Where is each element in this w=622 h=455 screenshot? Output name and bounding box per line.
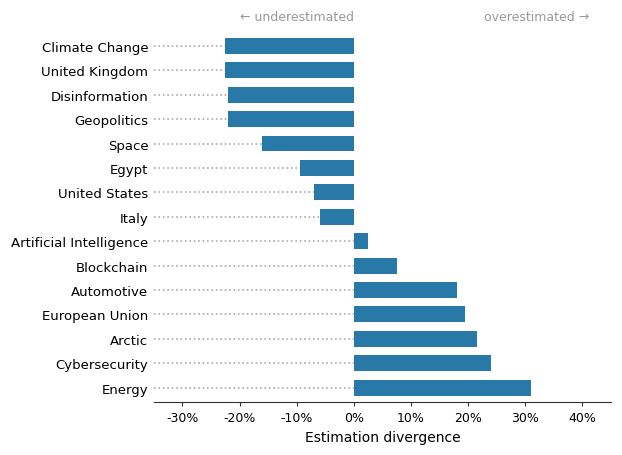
Bar bbox=[354, 307, 465, 323]
Bar bbox=[300, 161, 354, 177]
Bar bbox=[354, 234, 368, 249]
Bar bbox=[228, 112, 354, 128]
Bar bbox=[354, 355, 491, 371]
Bar bbox=[354, 380, 531, 396]
Bar bbox=[320, 209, 354, 225]
Text: overestimated →: overestimated → bbox=[484, 10, 589, 24]
Bar bbox=[354, 331, 476, 347]
Bar bbox=[225, 63, 354, 79]
Bar bbox=[225, 39, 354, 55]
Text: ← underestimated: ← underestimated bbox=[239, 10, 354, 24]
Bar bbox=[262, 136, 354, 152]
Bar bbox=[354, 283, 457, 298]
Bar bbox=[354, 258, 397, 274]
Bar bbox=[314, 185, 354, 201]
X-axis label: Estimation divergence: Estimation divergence bbox=[305, 430, 460, 444]
Bar bbox=[228, 87, 354, 103]
